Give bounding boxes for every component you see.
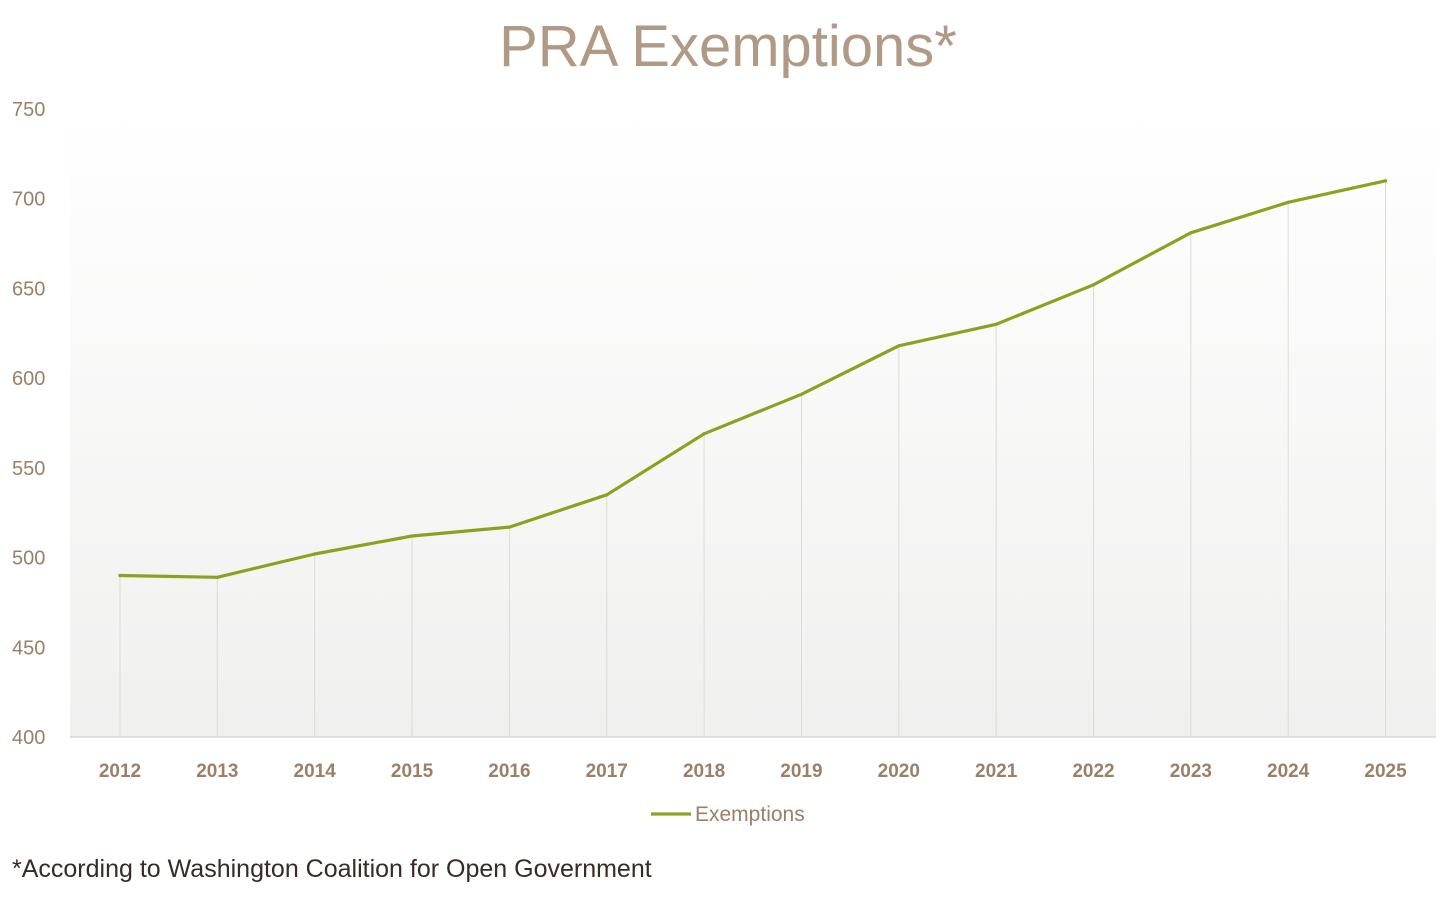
x-tick-label: 2012 [99,761,141,782]
chart-title: PRA Exemptions* [499,14,957,79]
y-tick-label: 450 [12,637,45,659]
chart: PRA Exemptions* 400 450 500 550 600 650 700 750… [12,14,1436,826]
y-tick-label: 550 [12,458,45,480]
x-tick-label: 2024 [1267,761,1310,782]
data-point [215,575,219,579]
data-point [897,344,901,348]
legend: Exemptions [651,803,805,826]
axes: 400 450 500 550 600 650 700 750 2012 2013 2014 2015… [12,99,1436,782]
data-point [410,534,414,538]
x-tick-label: 2021 [975,761,1018,782]
x-tick-label: 2014 [294,761,337,782]
data-point [702,432,706,436]
x-tick-label: 2023 [1170,761,1212,782]
x-tick-label: 2020 [878,761,920,782]
data-point [313,552,317,556]
data-point [605,493,609,497]
data-point [994,322,998,326]
y-tick-label: 600 [12,368,45,390]
x-tick-label: 2022 [1072,761,1114,782]
data-point [1286,200,1290,204]
y-tick-label: 750 [12,99,45,121]
y-tick-label: 700 [12,189,45,211]
data-point [799,392,804,396]
x-tick-label: 2013 [196,761,238,782]
data-point [118,573,122,578]
x-tick-label: 2016 [488,761,530,782]
y-tick-label: 400 [12,727,45,749]
x-tick-label: 2018 [683,761,725,782]
plot-area [70,109,1436,737]
series-line [118,179,1388,579]
series-layer [118,179,1388,579]
data-point [1091,283,1096,287]
gridlines [119,180,1387,737]
x-tick-label: 2017 [586,761,628,782]
legend-label: Exemptions [695,803,805,826]
data-point [1189,231,1193,235]
y-tick-label: 650 [12,278,45,300]
x-tick-label: 2015 [391,761,434,782]
y-tick-label: 500 [12,548,45,570]
data-point [507,525,511,529]
footnote: *According to Washington Coalition for O… [12,855,652,883]
x-tick-label: 2019 [780,761,822,782]
data-point [1383,179,1388,183]
x-tick-label: 2025 [1364,761,1407,782]
